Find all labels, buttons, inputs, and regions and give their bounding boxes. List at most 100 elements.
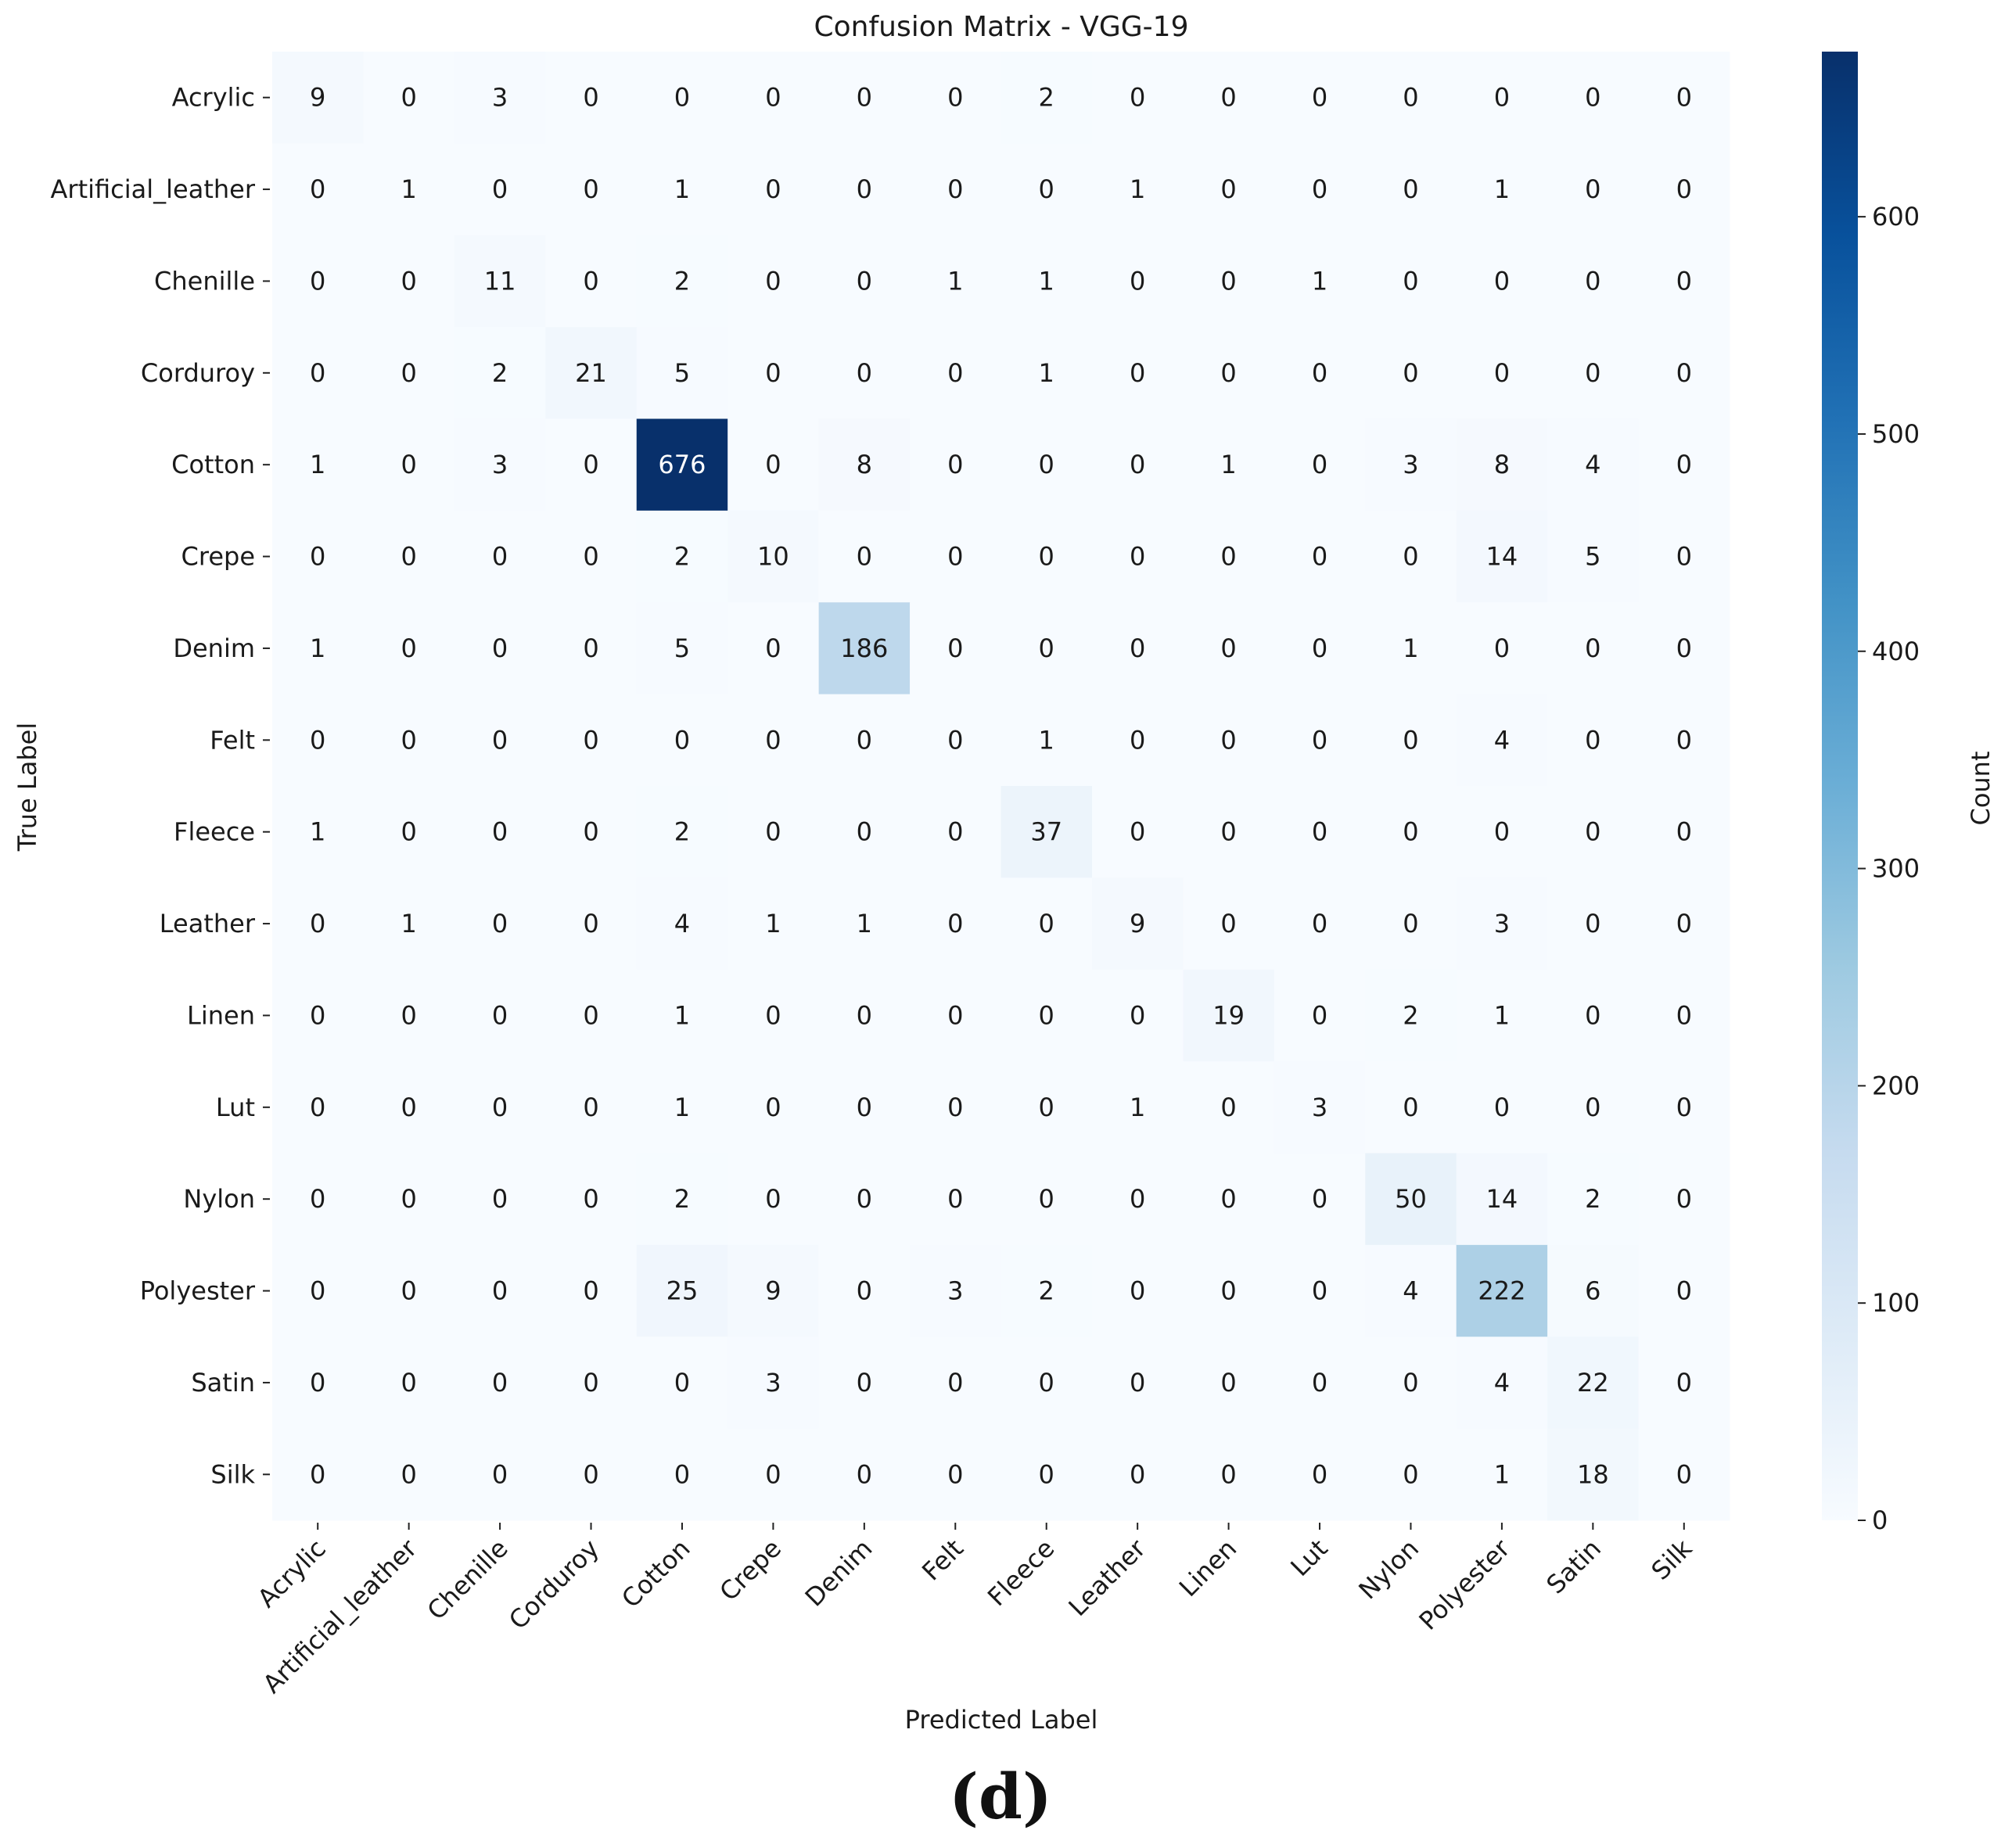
cell-value-label: 0 (583, 174, 598, 204)
heatmap-cell (1638, 602, 1730, 695)
heatmap-cell (363, 510, 455, 603)
heatmap-cell (1365, 969, 1457, 1062)
heatmap-cell (636, 510, 728, 603)
cell-value-label: 0 (1220, 1368, 1236, 1398)
x-tick-label: Fleece (982, 1534, 1060, 1612)
heatmap-cell (1000, 235, 1093, 328)
heatmap-cell (910, 1428, 1001, 1521)
heatmap-cell (910, 1061, 1001, 1154)
cell-value-label: 3 (492, 450, 508, 479)
cell-value-label: 0 (1403, 358, 1418, 388)
cell-value-label: 3 (492, 83, 508, 113)
cell-value-label: 2 (492, 358, 508, 388)
heatmap-cell (1547, 694, 1640, 787)
cell-value-label: 0 (1403, 1093, 1418, 1122)
cell-value-label: 5 (1585, 542, 1600, 572)
cell-value-label: 1 (1220, 450, 1236, 479)
cell-value-label: 0 (310, 1000, 325, 1030)
cell-value-label: 4 (674, 909, 690, 938)
cell-value-label: 0 (583, 1276, 598, 1306)
heatmap-cell (727, 1061, 820, 1154)
cell-value-label: 22 (1577, 1368, 1609, 1398)
heatmap-cell (1091, 602, 1184, 695)
cell-value-label: 0 (765, 633, 781, 663)
heatmap-cell (1000, 694, 1093, 787)
heatmap-cell (1456, 510, 1548, 603)
cell-value-label: 0 (401, 1000, 416, 1030)
cell-value-label: 0 (583, 633, 598, 663)
y-tick-label: Lut (216, 1093, 255, 1122)
cell-value-label: 0 (583, 450, 598, 479)
cell-value-label: 0 (401, 1276, 416, 1306)
cell-value-label: 8 (857, 450, 872, 479)
heatmap-cell (1183, 418, 1275, 511)
cell-value-label: 0 (401, 83, 416, 113)
heatmap-cell (545, 1061, 638, 1154)
heatmap-cell (727, 877, 820, 971)
heatmap-cell (1183, 52, 1275, 144)
cell-value-label: 0 (1039, 1368, 1054, 1398)
heatmap-cell (1638, 786, 1730, 878)
heatmap-cell (363, 327, 455, 419)
heatmap-cell (1365, 1153, 1457, 1246)
cell-value-label: 4 (1494, 1368, 1510, 1398)
heatmap-cell (636, 786, 728, 878)
cell-value-label: 0 (1403, 83, 1418, 113)
heatmap-cell (910, 969, 1001, 1062)
y-tick-label: Felt (210, 725, 255, 755)
heatmap-cell (1456, 786, 1548, 878)
cell-value-label: 0 (1220, 1184, 1236, 1214)
cell-value-label: 0 (1676, 1459, 1692, 1489)
cell-value-label: 0 (765, 817, 781, 847)
heatmap-cell (818, 510, 911, 603)
cell-value-label: 0 (1403, 909, 1418, 938)
cell-value-label: 0 (583, 83, 598, 113)
cell-value-label: 0 (1494, 266, 1510, 296)
cell-value-label: 0 (674, 83, 690, 113)
cell-value-label: 0 (1312, 358, 1327, 388)
cell-value-label: 0 (765, 1459, 781, 1489)
heatmap-cell (910, 1153, 1001, 1246)
cell-value-label: 0 (857, 1368, 872, 1398)
heatmap-cell (363, 418, 455, 511)
cell-value-label: 0 (1312, 450, 1327, 479)
cell-value-label: 0 (492, 542, 508, 572)
heatmap-cell (1091, 694, 1184, 787)
heatmap-cell (545, 418, 638, 511)
heatmap-cell (1456, 1337, 1548, 1430)
heatmap-cell (1547, 1428, 1640, 1521)
cell-value-label: 0 (1676, 1184, 1692, 1214)
heatmap-cell (1274, 694, 1366, 787)
heatmap-cell (363, 1337, 455, 1430)
heatmap-cell (1365, 418, 1457, 511)
cell-value-label: 2 (1039, 1276, 1054, 1306)
cell-value-label: 0 (947, 1093, 963, 1122)
cell-value-label: 0 (1676, 1368, 1692, 1398)
cell-value-label: 0 (765, 358, 781, 388)
cell-value-label: 0 (1039, 1459, 1054, 1489)
cell-value-label: 1 (401, 909, 416, 938)
heatmap-cell (1365, 602, 1457, 695)
heatmap-cell (1183, 969, 1275, 1062)
y-tick-label: Leather (160, 909, 256, 938)
heatmap-cell (1547, 969, 1640, 1062)
cell-value-label: 14 (1486, 542, 1518, 572)
x-tick-label: Silk (1646, 1533, 1698, 1585)
cell-value-label: 0 (1130, 358, 1145, 388)
heatmap-cell (454, 1061, 546, 1154)
heatmap-cell (1183, 694, 1275, 787)
heatmap-cell (818, 1153, 911, 1246)
cell-value-label: 0 (1130, 83, 1145, 113)
colorbar-gradient (1822, 52, 1858, 1520)
heatmap-cell (1091, 143, 1184, 236)
cell-value-label: 0 (947, 358, 963, 388)
x-tick-label: Felt (916, 1534, 969, 1587)
y-axis: Acrylic Artificial_leather Chenille Corduro… (51, 83, 270, 1489)
heatmap-cell (545, 1428, 638, 1521)
heatmap-cell (1547, 510, 1640, 603)
cell-value-label: 0 (947, 909, 963, 938)
heatmap-cell (1365, 786, 1457, 878)
heatmap-cell (1547, 143, 1640, 236)
heatmap-cell (727, 235, 820, 328)
heatmap-cell (1091, 786, 1184, 878)
